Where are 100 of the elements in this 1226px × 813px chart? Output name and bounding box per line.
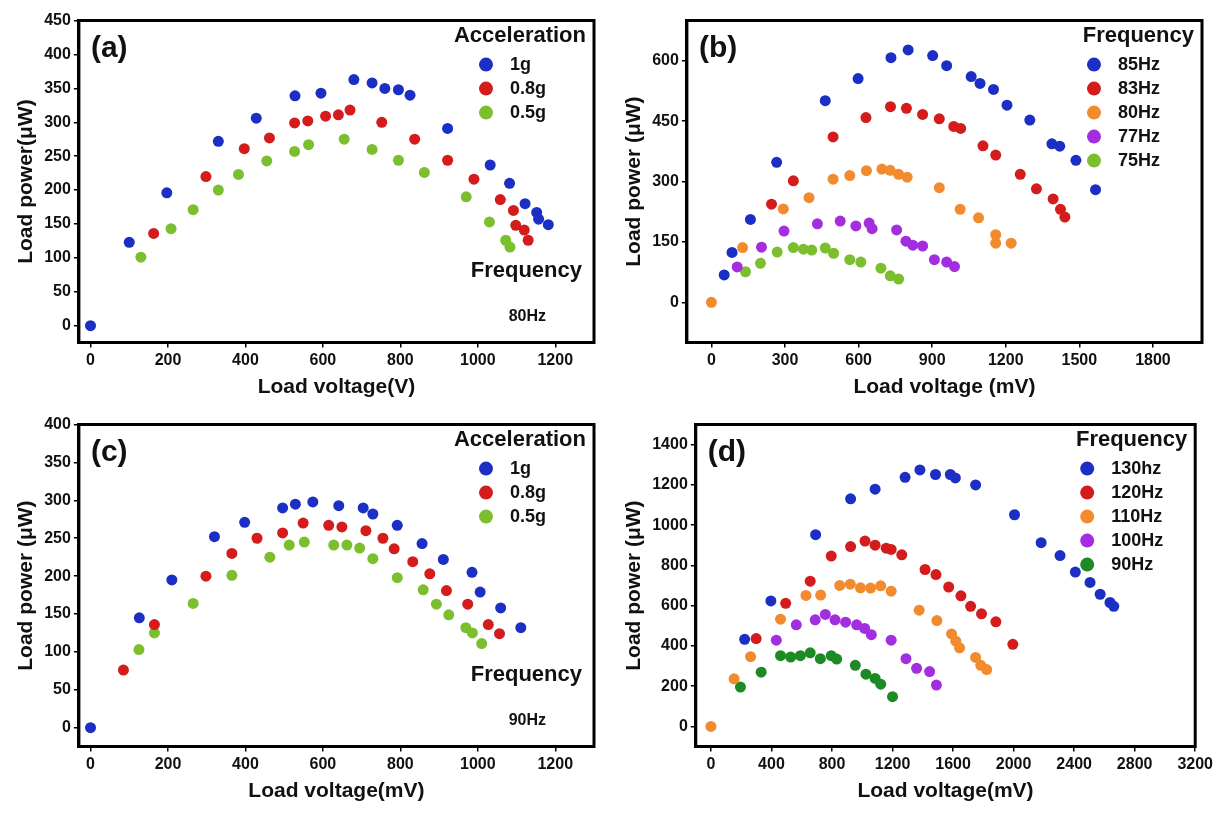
x-tick-label: 400 [232, 350, 259, 368]
point [366, 143, 378, 155]
y-axis-title: Load power (μW) [621, 96, 645, 267]
point [348, 74, 360, 86]
point [1024, 114, 1036, 126]
point [981, 664, 993, 676]
point [990, 616, 1002, 628]
point [367, 508, 379, 520]
point [976, 608, 988, 620]
x-tick-label: 200 [154, 350, 182, 368]
point [800, 589, 812, 601]
x-tick-label: 1800 [1135, 350, 1171, 368]
x-tick-label: 1000 [460, 754, 496, 772]
point [161, 187, 173, 199]
point [474, 586, 486, 598]
point [376, 116, 388, 128]
y-tick-label: 100 [44, 248, 71, 266]
legend-label: 90Hz [1111, 553, 1154, 574]
point [1014, 168, 1026, 180]
point [899, 471, 911, 483]
point [187, 204, 199, 216]
point [829, 614, 841, 626]
point [827, 131, 839, 143]
point [328, 539, 340, 551]
point [954, 203, 966, 215]
point [482, 619, 494, 631]
point [859, 535, 871, 547]
point [289, 145, 301, 157]
point [250, 112, 262, 124]
y-tick-label: 300 [652, 172, 679, 190]
point [277, 527, 289, 539]
point [970, 651, 982, 663]
point [1035, 537, 1047, 549]
point [931, 615, 943, 627]
legend-title: Frequency [1082, 21, 1195, 47]
point [542, 219, 554, 231]
point [726, 246, 738, 258]
point [1001, 99, 1013, 111]
point [790, 619, 802, 631]
point [854, 582, 866, 594]
point [810, 529, 822, 541]
point [896, 549, 908, 561]
point [787, 242, 799, 254]
point [417, 584, 429, 596]
point [787, 175, 799, 187]
point [804, 647, 816, 659]
point [298, 536, 310, 548]
y-tick-label: 1000 [652, 515, 688, 533]
point [1047, 193, 1059, 205]
point [1007, 638, 1019, 650]
point [869, 539, 881, 551]
point [913, 604, 925, 616]
point [885, 634, 897, 646]
point [392, 154, 404, 166]
point [745, 651, 757, 663]
point [277, 502, 289, 514]
y-tick-label: 400 [44, 415, 71, 433]
point [133, 644, 145, 656]
legend-title: Frequency [1075, 425, 1188, 451]
point [466, 627, 478, 639]
x-tick-label: 1200 [874, 754, 911, 772]
y-tick-label: 600 [652, 51, 679, 69]
point [1054, 140, 1066, 152]
point [264, 551, 276, 563]
annotation: (b) [698, 29, 738, 63]
y-tick-label: 0 [669, 292, 679, 310]
point [849, 659, 861, 671]
point [917, 240, 929, 252]
point [379, 82, 391, 94]
point [135, 251, 147, 263]
y-tick-label: 250 [44, 146, 71, 164]
point [148, 227, 160, 239]
point [1094, 588, 1106, 600]
point [409, 133, 421, 145]
y-tick-label: 400 [44, 44, 71, 62]
legend-label: 110Hz [1111, 505, 1163, 526]
point [494, 628, 505, 640]
point [744, 213, 756, 225]
point [755, 666, 767, 678]
point [483, 216, 495, 228]
point [133, 612, 145, 624]
point [949, 472, 961, 484]
point [377, 532, 389, 544]
point [705, 296, 717, 308]
point [943, 581, 955, 593]
point [442, 154, 454, 166]
point [990, 149, 1002, 161]
point [468, 173, 480, 185]
point [834, 579, 846, 591]
point [123, 236, 135, 248]
point [917, 108, 929, 120]
point [885, 52, 897, 64]
x-tick-label: 0 [86, 350, 96, 368]
point [404, 89, 416, 101]
point [914, 464, 926, 476]
point [804, 575, 816, 587]
point [367, 553, 379, 565]
point [1070, 154, 1082, 166]
point [941, 60, 953, 72]
point [261, 155, 273, 167]
